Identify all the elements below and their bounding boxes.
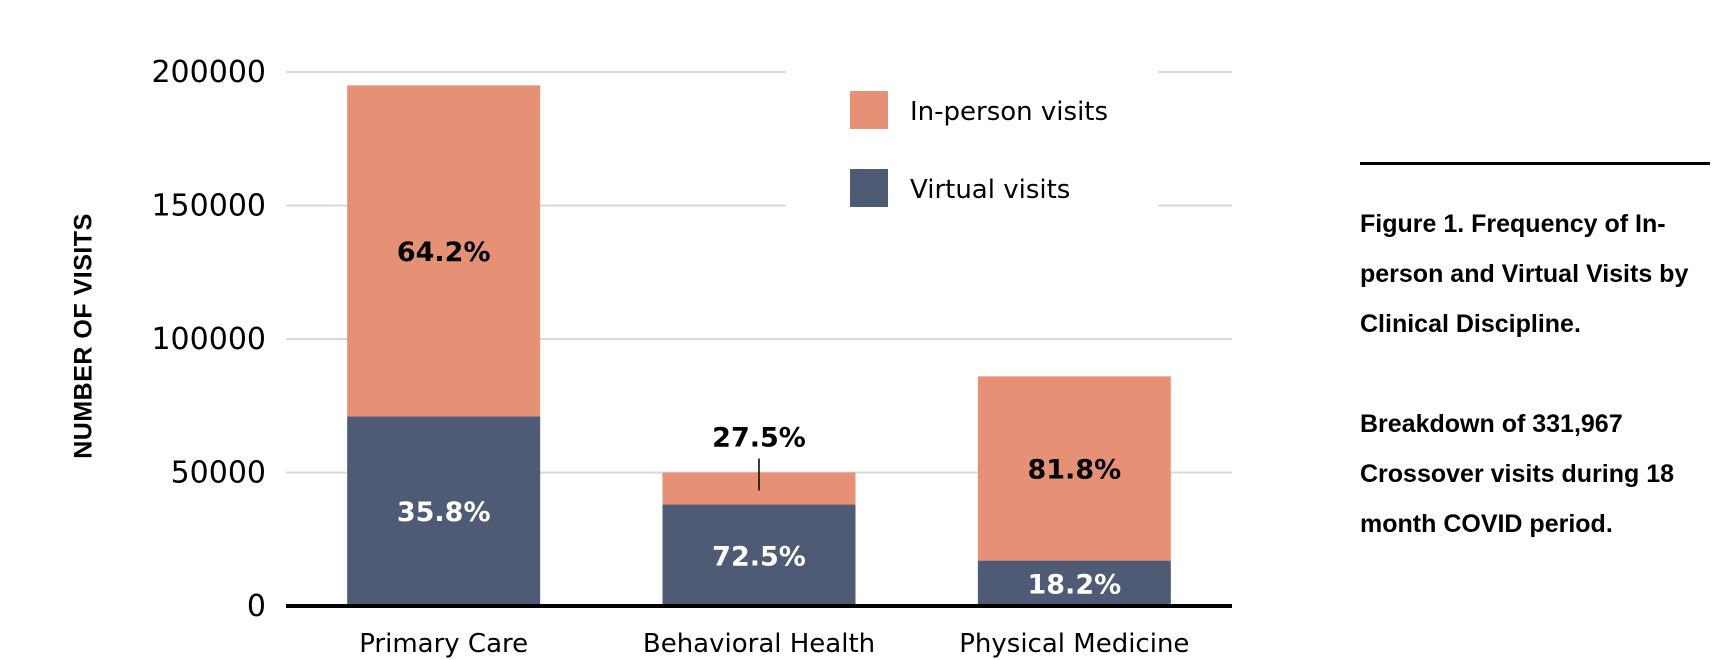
bar-value-label: 18.2% xyxy=(1027,569,1121,600)
y-tick-label: 150000 xyxy=(151,189,266,224)
bar-value-label: 35.8% xyxy=(397,497,491,528)
bar-segment xyxy=(977,376,1171,561)
y-tick-label: 100000 xyxy=(151,322,266,357)
stacked-bar-chart: 0 50000 100000 150000 200000 35.8% 64.2% 72.5%… xyxy=(151,55,1232,659)
bar-labels: 35.8% 64.2% 72.5% 27.5% 18.2% 81.8% xyxy=(397,237,1121,600)
y-axis-ticks: 0 50000 100000 150000 200000 xyxy=(151,55,266,624)
x-tick-label: Behavioral Health xyxy=(643,629,875,659)
bar-value-label: 64.2% xyxy=(397,237,491,268)
bar-segment xyxy=(977,560,1171,606)
legend-label: In-person visits xyxy=(910,97,1108,127)
y-tick-label: 200000 xyxy=(151,55,266,90)
legend-swatch xyxy=(850,169,888,207)
y-axis-title: NUMBER OF VISITS xyxy=(69,213,98,459)
y-tick-label: 0 xyxy=(247,589,266,624)
bars xyxy=(347,85,1171,606)
y-tick-label: 50000 xyxy=(171,456,266,491)
legend-background xyxy=(786,60,1158,220)
figure-caption: Figure 1. Frequency of In-person and Vir… xyxy=(1360,162,1710,549)
bar-value-label: 27.5% xyxy=(712,423,806,454)
caption-body: Breakdown of 331,967 Crossover visits du… xyxy=(1360,410,1675,538)
bar-segment xyxy=(662,504,856,606)
legend-swatch xyxy=(850,91,888,129)
bar-segment xyxy=(347,85,541,417)
caption-divider xyxy=(1360,162,1710,165)
legend-label: Virtual visits xyxy=(910,175,1070,205)
x-tick-label: Primary Care xyxy=(359,629,528,659)
bar-segment xyxy=(347,416,541,606)
caption-title: Figure 1. Frequency of In-person and Vir… xyxy=(1360,210,1689,338)
bar-value-label: 81.8% xyxy=(1027,454,1121,485)
x-tick-label: Physical Medicine xyxy=(959,629,1189,659)
legend: In-person visits Virtual visits xyxy=(786,60,1158,220)
x-axis-labels: Primary Care Behavioral Health Physical Me… xyxy=(359,629,1189,659)
bar-value-label: 72.5% xyxy=(712,541,806,572)
